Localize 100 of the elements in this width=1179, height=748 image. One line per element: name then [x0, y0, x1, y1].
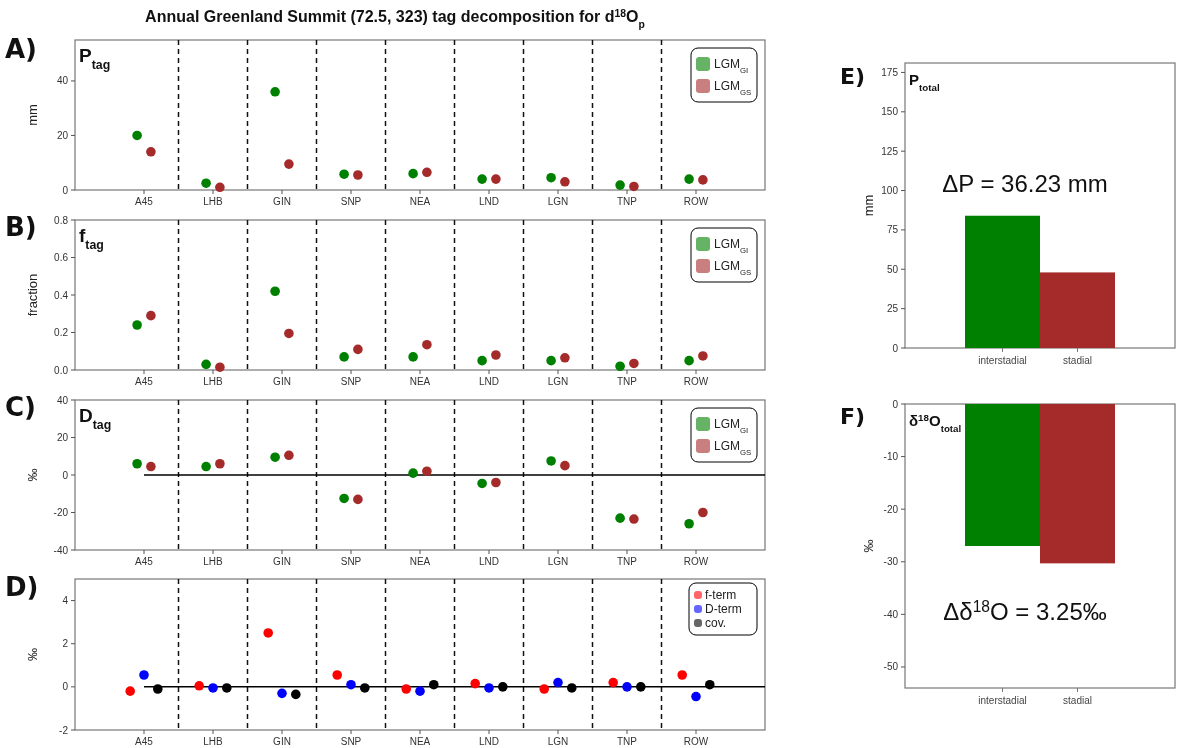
y-tick-label: 0.6	[54, 252, 69, 263]
y-tick-label: 2	[62, 638, 69, 650]
x-tick-label: SNP	[340, 556, 362, 567]
y-tick-label: -40	[53, 544, 69, 556]
text: D)	[5, 572, 39, 602]
y-tick-label: 0	[62, 681, 69, 693]
legend-label: D-term	[705, 602, 742, 617]
text: B)	[5, 212, 37, 242]
x-tick-label: ROW	[683, 556, 709, 567]
y-tick-label: 0	[62, 184, 69, 196]
legend-label: f-term	[705, 588, 737, 603]
x-tick-label: A45	[135, 556, 154, 567]
x-tick-label: LND	[478, 376, 500, 387]
y-tick-label: 0.2	[54, 327, 69, 338]
chart-title: f$_{tag}$	[79, 225, 104, 252]
x-tick-label: NEA	[409, 736, 431, 747]
y-tick-label: -2	[59, 724, 69, 736]
legend-label: LGM$_{GI}$	[714, 237, 749, 255]
y-tick-label: 75	[886, 224, 899, 236]
text: E)	[840, 64, 866, 89]
x-tick-label: ROW	[683, 196, 709, 207]
annotation: Δδ$^{18}$O = 3.25‰	[943, 597, 1107, 625]
x-tick-label: TNP	[617, 736, 638, 747]
x-tick-label: NEA	[409, 196, 431, 207]
x-tick-label: NEA	[409, 556, 431, 567]
x-tick-label: TNP	[617, 376, 638, 387]
text: F)	[840, 404, 866, 429]
y-tick-label: -30	[883, 556, 899, 568]
y-axis-title: ‰	[25, 648, 40, 661]
legend-label: LGM$_{GS}$	[714, 259, 752, 277]
x-tick-label: GIN	[273, 196, 291, 207]
y-tick-label: -40	[883, 608, 899, 620]
x-tick-label: LHB	[203, 376, 224, 387]
x-tick-label: A45	[135, 736, 154, 747]
x-tick-label: TNP	[617, 556, 638, 567]
x-tick-label: LHB	[203, 196, 224, 207]
text: P$_{total}$	[909, 71, 940, 93]
x-tick-label: ROW	[683, 736, 709, 747]
chart-title: P$_{tag}$	[79, 45, 111, 72]
y-axis-title: ‰	[25, 468, 40, 482]
x-tick-label: stadial	[1063, 695, 1092, 706]
y-tick-label: 125	[881, 145, 899, 157]
legend-label: LGM$_{GS}$	[714, 79, 752, 97]
x-tick-label: stadial	[1063, 355, 1092, 366]
legend-label: LGM$_{GI}$	[714, 417, 749, 435]
x-tick-label: ROW	[683, 376, 709, 387]
legend-label: cov.	[705, 616, 727, 631]
y-tick-label: 20	[56, 432, 69, 443]
x-tick-label: LGN	[547, 736, 569, 747]
x-tick-label: A45	[135, 376, 154, 387]
y-tick-label: 50	[886, 263, 899, 275]
text: C)	[5, 392, 36, 422]
y-axis-title: mm	[861, 194, 876, 217]
x-tick-label: NEA	[409, 376, 431, 387]
y-tick-label: 175	[881, 66, 899, 78]
y-axis-title: ‰	[861, 539, 876, 553]
annotation: ΔP = 36.23 mm	[942, 170, 1108, 197]
x-tick-label: LND	[478, 736, 500, 747]
chart-title: D$_{tag}$	[79, 405, 112, 432]
text: A)	[5, 34, 38, 64]
y-tick-label: -20	[883, 503, 899, 515]
x-tick-label: SNP	[340, 736, 362, 747]
y-tick-label: -20	[53, 507, 69, 518]
y-tick-label: 0.0	[54, 364, 69, 376]
x-tick-label: A45	[135, 196, 154, 207]
x-tick-label: GIN	[273, 736, 291, 747]
y-tick-label: 0.4	[54, 289, 69, 301]
text: Annual Greenland Summit (72.5, 323) tag decomposition for d$^{18}$O$_{p}$	[145, 7, 645, 30]
x-tick-label: LGN	[547, 196, 569, 207]
y-tick-label: 25	[886, 303, 899, 315]
y-tick-label: 0	[892, 398, 899, 410]
x-tick-label: GIN	[273, 556, 291, 567]
x-tick-label: TNP	[617, 196, 638, 207]
x-tick-label: GIN	[273, 376, 291, 387]
x-tick-label: LGN	[547, 556, 569, 567]
x-tick-label: interstadial	[978, 695, 1027, 706]
y-tick-label: 0.8	[54, 214, 69, 226]
y-tick-label: -50	[883, 661, 899, 673]
y-tick-label: 20	[56, 129, 69, 141]
x-tick-label: interstadial	[978, 355, 1027, 366]
y-tick-label: 40	[56, 394, 69, 406]
y-tick-label: 40	[56, 75, 69, 87]
y-tick-label: 100	[881, 185, 899, 197]
y-tick-label: -10	[883, 451, 899, 463]
x-tick-label: LND	[478, 196, 500, 207]
x-tick-label: LHB	[203, 556, 224, 567]
y-tick-label: 0	[892, 342, 899, 354]
x-tick-label: SNP	[340, 376, 362, 387]
y-axis-title: fraction	[25, 273, 40, 317]
y-tick-label: 150	[881, 106, 899, 118]
x-tick-label: LHB	[203, 736, 224, 747]
y-tick-label: 0	[62, 469, 69, 481]
text: δ$^{18}$O$_{total}$	[909, 411, 962, 434]
x-tick-label: LGN	[547, 376, 569, 387]
legend-label: LGM$_{GI}$	[714, 57, 749, 75]
y-tick-label: 4	[62, 595, 69, 607]
x-tick-label: SNP	[340, 196, 362, 207]
legend-label: LGM$_{GS}$	[714, 439, 752, 457]
y-axis-title: mm	[25, 104, 40, 126]
x-tick-label: LND	[478, 556, 500, 567]
